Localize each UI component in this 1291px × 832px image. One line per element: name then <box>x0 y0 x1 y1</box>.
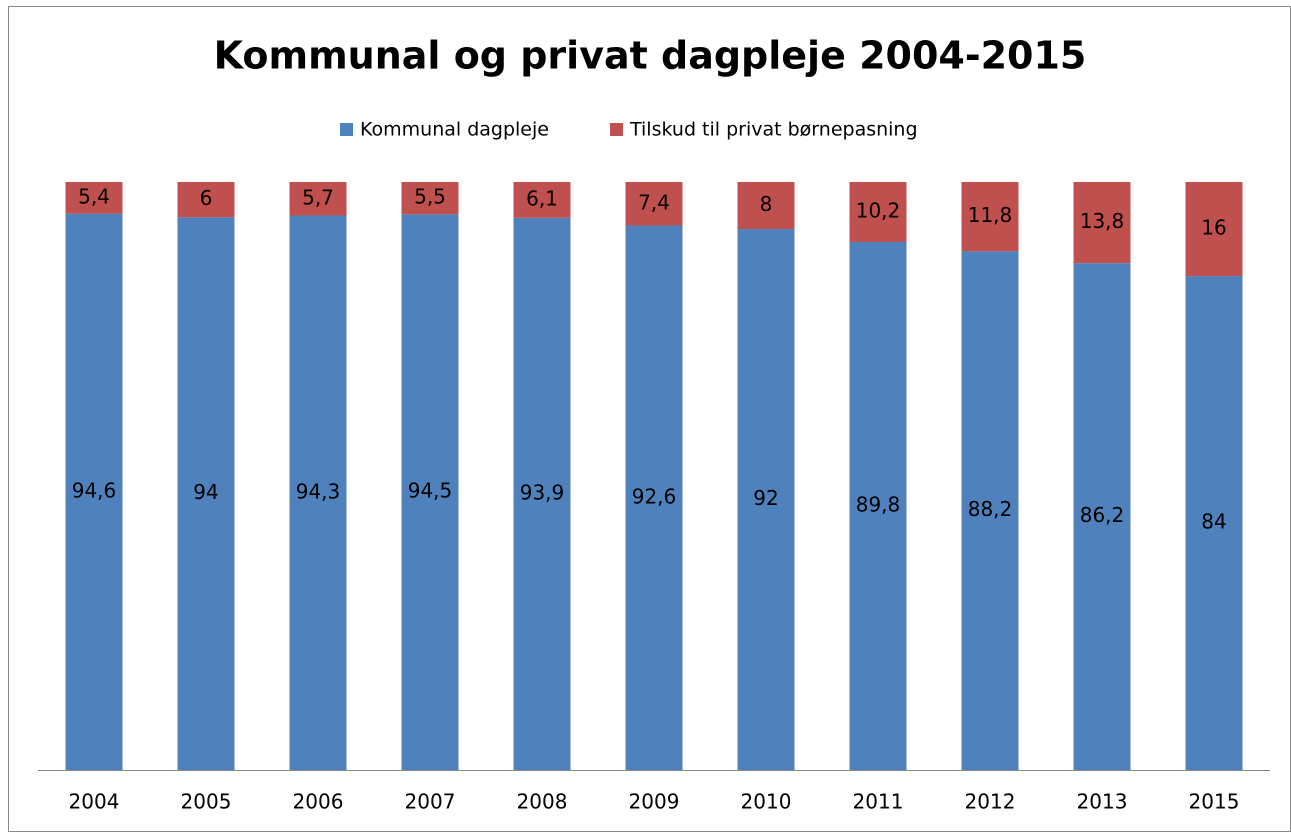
bar-segment <box>737 182 795 230</box>
data-label: 5,5 <box>414 185 446 209</box>
data-label: 8 <box>760 192 773 216</box>
bar-segment <box>961 182 1019 252</box>
chart-title: Kommunal og privat dagpleje 2004-2015 <box>214 34 1087 78</box>
data-label: 86,2 <box>1080 503 1125 527</box>
data-label: 5,4 <box>78 184 110 208</box>
legend-swatch <box>610 123 623 136</box>
bar-segment <box>1185 182 1243 277</box>
bar-segment <box>625 182 683 226</box>
data-label: 13,8 <box>1080 209 1125 233</box>
legend-label: Tilskud til privat børnepasning <box>629 119 918 141</box>
x-tick-label: 2011 <box>853 790 904 814</box>
data-label: 94 <box>193 480 218 504</box>
x-tick-label: 2012 <box>965 790 1016 814</box>
data-label: 94,6 <box>72 478 117 502</box>
x-tick-label: 2008 <box>517 790 568 814</box>
data-label: 6,1 <box>526 186 558 210</box>
x-tick-label: 2007 <box>405 790 456 814</box>
bar-segment <box>849 182 907 242</box>
bar-segment <box>737 229 795 771</box>
data-label: 16 <box>1201 216 1226 240</box>
data-label: 92 <box>753 486 778 510</box>
bar-segment <box>625 225 683 771</box>
bar-segment <box>513 182 571 218</box>
bar-segment <box>961 251 1019 770</box>
data-label: 93,9 <box>520 480 565 504</box>
bar-segment <box>1073 263 1131 770</box>
bar-segment <box>177 182 235 218</box>
bar-segment <box>1185 276 1243 770</box>
bar-segment <box>289 215 347 771</box>
data-label: 89,8 <box>856 492 901 516</box>
bar-segment <box>401 214 459 771</box>
x-tick-label: 2015 <box>1189 790 1240 814</box>
x-tick-label: 2004 <box>69 790 120 814</box>
data-label: 6 <box>200 186 213 210</box>
bar-segment <box>513 217 571 771</box>
x-tick-label: 2009 <box>629 790 680 814</box>
data-label: 7,4 <box>638 190 670 214</box>
x-tick-label: 2013 <box>1077 790 1128 814</box>
data-label: 94,5 <box>408 479 453 503</box>
bar-segment <box>65 213 123 770</box>
legend-swatch <box>340 123 353 136</box>
x-tick-label: 2006 <box>293 790 344 814</box>
bar-segment <box>65 182 123 214</box>
data-label: 94,3 <box>296 479 341 503</box>
data-label: 92,6 <box>632 484 677 508</box>
bar-segment <box>177 217 235 770</box>
bar-segment <box>401 182 459 215</box>
bar-segment <box>1073 182 1131 264</box>
data-label: 11,8 <box>968 203 1013 227</box>
legend-label: Kommunal dagpleje <box>360 119 549 141</box>
bar-segment <box>849 241 907 770</box>
data-label: 10,2 <box>856 198 901 222</box>
data-label: 84 <box>1201 510 1226 534</box>
bar-segment <box>289 182 347 216</box>
x-tick-label: 2010 <box>741 790 792 814</box>
data-label: 5,7 <box>302 185 334 209</box>
data-label: 88,2 <box>968 497 1013 521</box>
x-tick-label: 2005 <box>181 790 232 814</box>
